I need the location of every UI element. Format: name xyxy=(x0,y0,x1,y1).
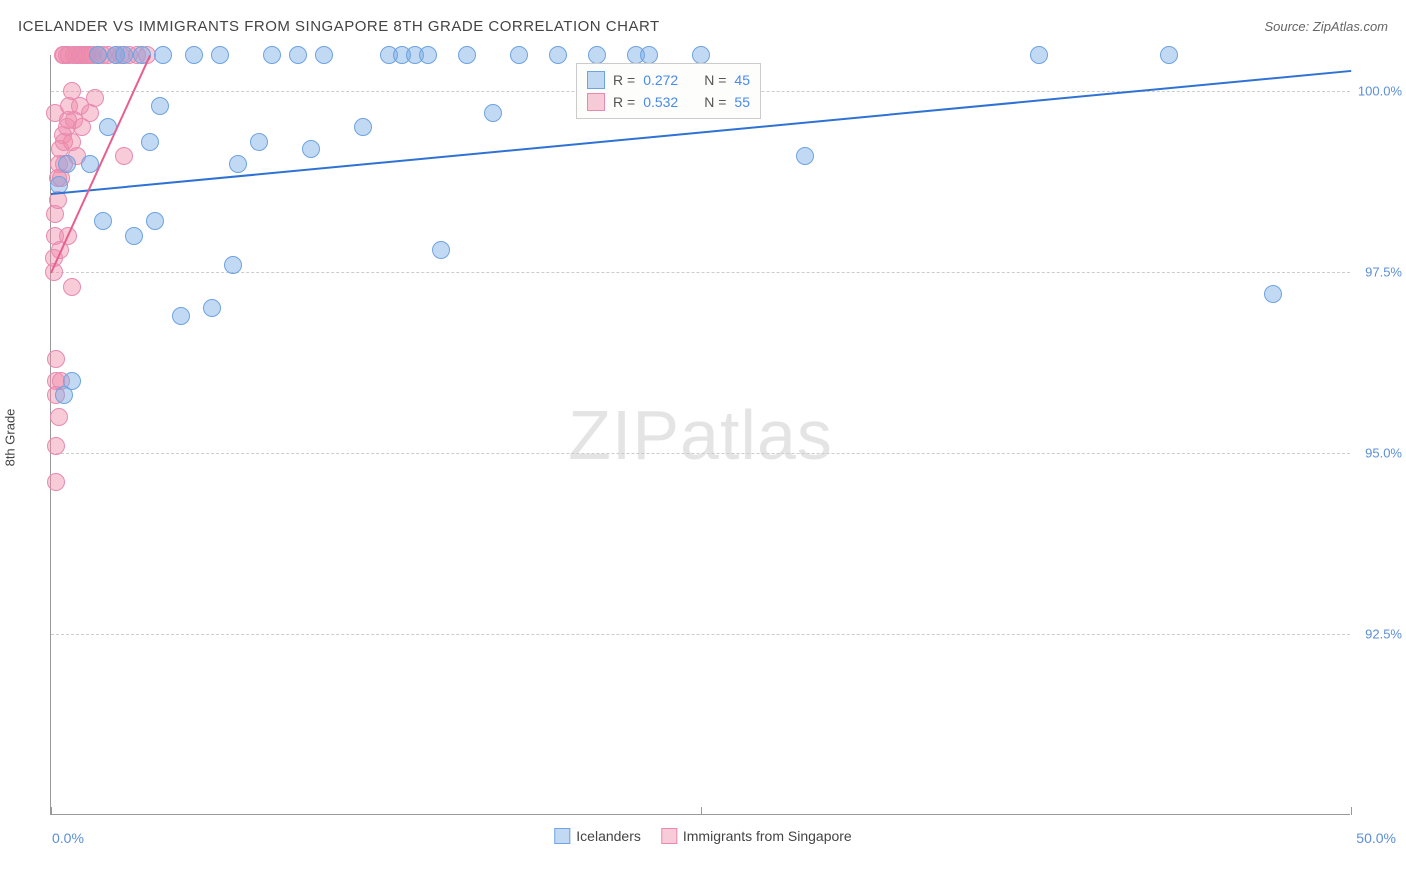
data-point xyxy=(115,46,133,64)
x-tick xyxy=(51,807,52,815)
gridline xyxy=(51,453,1350,454)
data-point xyxy=(263,46,281,64)
x-axis-label-min: 0.0% xyxy=(52,830,84,846)
chart-title: ICELANDER VS IMMIGRANTS FROM SINGAPORE 8… xyxy=(18,18,660,35)
watermark: ZIPatlas xyxy=(568,395,833,475)
data-point xyxy=(224,256,242,274)
stats-legend-row: R = 0.272 N = 45 xyxy=(587,69,750,91)
data-point xyxy=(94,212,112,230)
r-value: 0.272 xyxy=(643,72,678,88)
x-axis-label-max: 50.0% xyxy=(1356,830,1396,846)
legend-item: Icelanders xyxy=(554,828,641,844)
data-point xyxy=(151,97,169,115)
data-point xyxy=(510,46,528,64)
stats-legend: R = 0.272 N = 45 R = 0.532 N = 55 xyxy=(576,63,761,119)
data-point xyxy=(154,46,172,64)
data-point xyxy=(432,241,450,259)
source-attribution: Source: ZipAtlas.com xyxy=(1264,19,1388,34)
plot-area: ZIPatlas 100.0%97.5%95.0%92.5%R =0.272N … xyxy=(50,55,1350,815)
data-point xyxy=(250,133,268,151)
data-point xyxy=(203,299,221,317)
data-point xyxy=(419,46,437,64)
n-label: N = xyxy=(704,94,726,110)
legend-swatch xyxy=(587,93,605,111)
data-point xyxy=(549,46,567,64)
data-point xyxy=(125,227,143,245)
data-point xyxy=(63,372,81,390)
data-point xyxy=(484,104,502,122)
data-point xyxy=(63,278,81,296)
data-point xyxy=(86,89,104,107)
data-point xyxy=(315,46,333,64)
data-point xyxy=(796,147,814,165)
data-point xyxy=(185,46,203,64)
data-point xyxy=(58,155,76,173)
stats-legend-row: R = 0.532 N = 55 xyxy=(587,91,750,113)
legend-swatch xyxy=(661,828,677,844)
data-point xyxy=(115,147,133,165)
data-point xyxy=(89,46,107,64)
n-value: 55 xyxy=(734,94,750,110)
header: ICELANDER VS IMMIGRANTS FROM SINGAPORE 8… xyxy=(18,18,1388,35)
data-point xyxy=(289,46,307,64)
data-point xyxy=(588,46,606,64)
r-value: 0.532 xyxy=(643,94,678,110)
y-tick-label: 97.5% xyxy=(1365,265,1402,280)
data-point xyxy=(172,307,190,325)
watermark-bold: ZIP xyxy=(568,396,680,474)
y-tick-label: 100.0% xyxy=(1358,84,1402,99)
data-point xyxy=(302,140,320,158)
x-tick xyxy=(1351,807,1352,815)
n-value: 45 xyxy=(734,72,750,88)
n-label: N = xyxy=(704,72,726,88)
legend-swatch xyxy=(554,828,570,844)
data-point xyxy=(211,46,229,64)
data-point xyxy=(1030,46,1048,64)
legend-label: Immigrants from Singapore xyxy=(683,828,852,844)
y-tick-label: 95.0% xyxy=(1365,446,1402,461)
data-point xyxy=(692,46,710,64)
gridline xyxy=(51,272,1350,273)
data-point xyxy=(458,46,476,64)
y-axis-title: 8th Grade xyxy=(3,409,18,467)
data-point xyxy=(640,46,658,64)
data-point xyxy=(354,118,372,136)
watermark-light: atlas xyxy=(680,396,833,474)
legend-item: Immigrants from Singapore xyxy=(661,828,852,844)
data-point xyxy=(47,437,65,455)
legend-label: Icelanders xyxy=(576,828,641,844)
x-tick xyxy=(701,807,702,815)
gridline xyxy=(51,634,1350,635)
data-point xyxy=(1264,285,1282,303)
data-point xyxy=(47,473,65,491)
r-label: R = xyxy=(613,94,635,110)
legend-bottom: Icelanders Immigrants from Singapore xyxy=(554,828,851,844)
data-point xyxy=(146,212,164,230)
data-point xyxy=(141,133,159,151)
data-point xyxy=(1160,46,1178,64)
y-tick-label: 92.5% xyxy=(1365,627,1402,642)
chart-container: ICELANDER VS IMMIGRANTS FROM SINGAPORE 8… xyxy=(0,0,1406,892)
legend-swatch xyxy=(587,71,605,89)
data-point xyxy=(229,155,247,173)
data-point xyxy=(50,408,68,426)
r-label: R = xyxy=(613,72,635,88)
data-point xyxy=(47,350,65,368)
